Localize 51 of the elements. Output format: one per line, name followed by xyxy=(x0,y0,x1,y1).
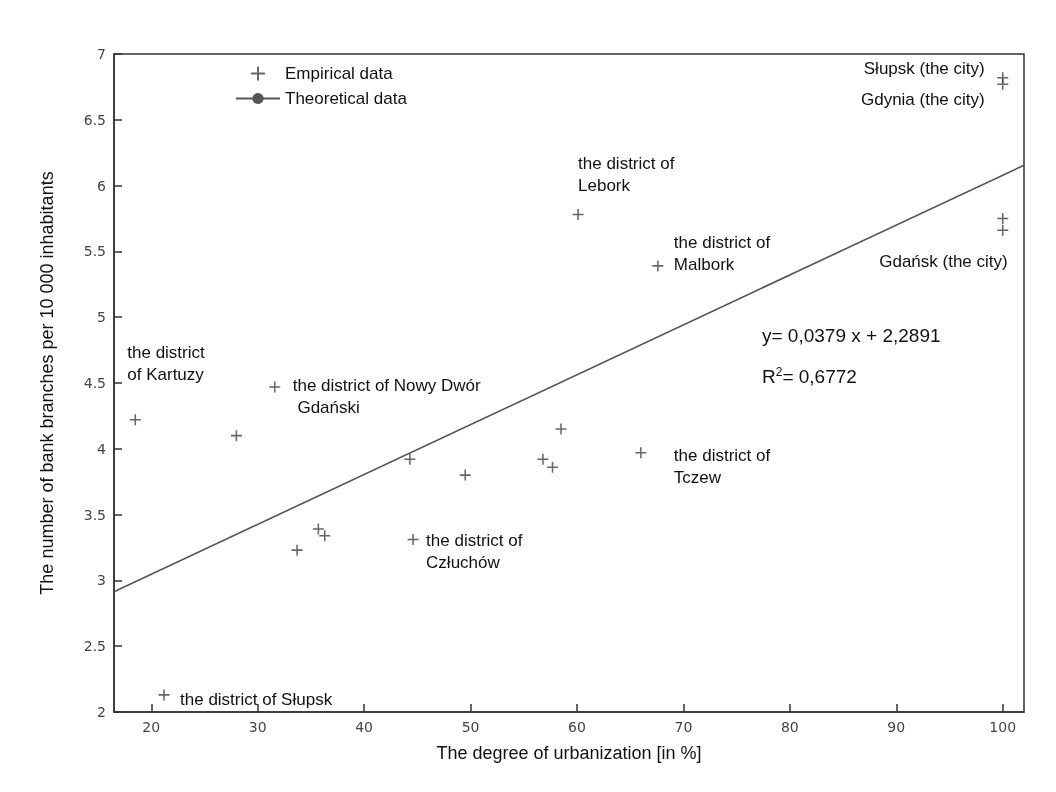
point xyxy=(312,523,324,535)
y-tick-label: 2.5 xyxy=(83,638,106,655)
annotation: the district of Tczew xyxy=(673,446,775,488)
legend-label: Theoretical data xyxy=(285,89,408,108)
annotation: y= 0,0379 x + 2,2891 xyxy=(762,325,941,346)
y-tick-label: 6.5 xyxy=(83,111,106,128)
point xyxy=(404,453,416,465)
point xyxy=(537,453,549,465)
point xyxy=(555,423,567,435)
annotation: the district of Człuchów xyxy=(426,531,528,573)
y-tick-label: 5.5 xyxy=(83,243,106,260)
point xyxy=(158,689,170,701)
annotation: the district of Słupsk xyxy=(180,690,333,710)
y-tick-label: 6 xyxy=(97,177,107,194)
y-tick-label: 7 xyxy=(97,46,106,62)
x-tick-label: 60 xyxy=(568,719,586,735)
y-tick-label: 2 xyxy=(97,704,106,720)
point xyxy=(652,260,664,272)
point xyxy=(997,78,1009,90)
annotation: Gdynia (the city) xyxy=(860,89,985,109)
x-tick-label: 80 xyxy=(780,719,799,735)
y-tick-label: 3.5 xyxy=(83,506,106,523)
point xyxy=(129,414,141,426)
y-tick-label: 5 xyxy=(97,309,106,326)
point xyxy=(319,530,331,542)
y-axis-title: The number of bank branches per 10 000 inhabitants xyxy=(37,171,57,595)
point xyxy=(459,469,471,481)
y-tick-label: 4 xyxy=(97,440,107,457)
point xyxy=(572,209,584,221)
point xyxy=(269,381,281,393)
point xyxy=(547,461,558,473)
x-tick-label: 30 xyxy=(248,719,267,735)
annotation: the district of Nowy Dwór Gdański xyxy=(292,376,482,418)
x-tick-label: 100 xyxy=(989,719,1017,735)
x-tick-label: 70 xyxy=(674,719,693,735)
annotation: the district of Kartuzy xyxy=(127,343,210,385)
y-tick-label: 4.5 xyxy=(83,375,106,391)
x-tick-label: 90 xyxy=(887,719,906,735)
x-tick-label: 50 xyxy=(461,719,480,735)
point xyxy=(635,447,647,459)
x-tick-label: 20 xyxy=(142,719,161,735)
annotation: the district of Lebork xyxy=(578,154,680,196)
point xyxy=(407,534,419,546)
annotation: the district of Malbork xyxy=(673,233,775,275)
annotation: Gdańsk (the city) xyxy=(879,251,1008,271)
legend-label: Empirical data xyxy=(285,64,394,83)
x-axis-title: The degree of urbanization [in %] xyxy=(436,743,702,763)
x-tick-label: 40 xyxy=(355,719,374,735)
y-tick-label: 3 xyxy=(97,572,106,589)
annotation: Słupsk (the city) xyxy=(863,59,985,79)
point xyxy=(291,544,303,556)
